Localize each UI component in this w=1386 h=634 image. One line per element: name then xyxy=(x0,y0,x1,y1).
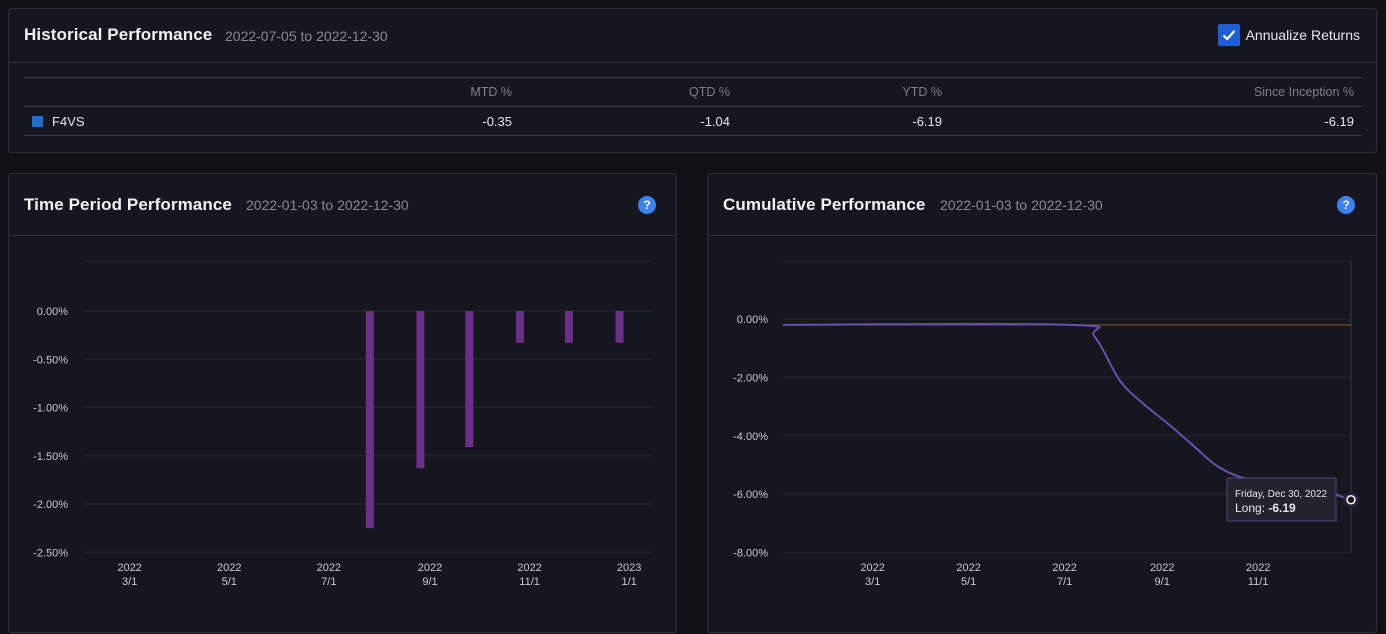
x-tick-year: 2022 xyxy=(117,562,141,574)
ytd-value: -6.19 xyxy=(738,106,950,136)
x-tick-month: 3/1 xyxy=(122,576,137,588)
panel-title: Historical Performance xyxy=(24,25,213,44)
historical-performance-panel: Historical Performance 2022-07-05 to 202… xyxy=(8,8,1377,153)
annualize-returns-toggle[interactable]: Annualize Returns xyxy=(1217,24,1360,46)
x-tick-month: 9/1 xyxy=(1155,576,1170,588)
column-header-ytd: YTD % xyxy=(738,77,950,107)
x-tick-year: 2022 xyxy=(317,562,341,574)
y-tick-label: -2.50% xyxy=(33,547,68,559)
checkbox-checked-icon[interactable] xyxy=(1217,24,1240,46)
x-tick-year: 2023 xyxy=(617,562,641,574)
y-tick-label: -6.00% xyxy=(733,489,768,501)
x-tick-month: 7/1 xyxy=(321,576,336,588)
column-header-qtd: QTD % xyxy=(520,77,738,107)
bar xyxy=(365,311,374,529)
row-name: F4VS xyxy=(52,113,85,129)
cumulative-line-chart: 0.00% -2.00% -4.00% -6.00% -8.00% 2022 3/1 2022… xyxy=(733,260,1359,588)
qtd-value: -1.04 xyxy=(520,106,738,136)
y-tick-label: -4.00% xyxy=(733,431,768,443)
annualize-returns-label: Annualize Returns xyxy=(1245,27,1360,43)
x-tick-year: 2022 xyxy=(517,562,541,574)
tooltip-date: Friday, Dec 30, 2022 xyxy=(1235,489,1328,500)
x-tick-year: 2022 xyxy=(1246,562,1270,574)
hover-point xyxy=(1346,494,1356,505)
series-color-swatch xyxy=(32,115,43,127)
x-tick-year: 2022 xyxy=(956,562,980,574)
x-tick-year: 2022 xyxy=(217,562,241,574)
table-row: F4VS -0.35 -1.04 -6.19 -6.19 xyxy=(24,106,1362,136)
x-tick-month: 5/1 xyxy=(961,576,976,588)
series-line-long xyxy=(782,322,1352,501)
column-header-mtd: MTD % xyxy=(332,77,520,107)
divider xyxy=(9,235,676,236)
bar xyxy=(515,311,524,343)
time-period-performance-panel: Time Period Performance 2022-01-03 to 20… xyxy=(8,173,677,633)
x-tick-month: 5/1 xyxy=(222,576,237,588)
date-range: 2022-07-05 to 2022-12-30 xyxy=(225,28,388,44)
y-tick-label: 0.00% xyxy=(37,306,68,318)
x-tick-month: 11/1 xyxy=(1248,576,1269,588)
tooltip-value: Long: -6.19 xyxy=(1235,501,1296,515)
x-tick-year: 2022 xyxy=(1150,562,1174,574)
x-tick-month: 3/1 xyxy=(865,576,880,588)
panel-title: Cumulative Performance xyxy=(723,195,926,214)
divider xyxy=(708,235,1376,236)
y-tick-label: -8.00% xyxy=(733,548,768,560)
bar xyxy=(564,311,573,343)
x-tick-year: 2022 xyxy=(1052,562,1076,574)
x-tick-year: 2022 xyxy=(860,562,884,574)
row-name-cell: F4VS xyxy=(24,106,332,136)
x-tick-month: 1/1 xyxy=(622,576,637,588)
column-header-since-inception: Since Inception % xyxy=(950,77,1362,107)
column-header-name xyxy=(24,77,332,107)
y-tick-label: -2.00% xyxy=(33,499,68,511)
time-period-bar-chart: 0.00% -0.50% -1.00% -1.50% -2.00% -2.50% 2022 3… xyxy=(33,260,652,588)
x-tick-month: 11/1 xyxy=(519,576,540,588)
performance-table: MTD % QTD % YTD % Since Inception % F4VS… xyxy=(24,77,1362,136)
table-header-row: MTD % QTD % YTD % Since Inception % xyxy=(24,77,1362,107)
bar xyxy=(416,311,425,469)
help-icon[interactable]: ? xyxy=(638,196,656,214)
since-inception-value: -6.19 xyxy=(950,106,1362,136)
y-tick-label: -1.50% xyxy=(33,451,68,463)
y-tick-label: -0.50% xyxy=(33,354,68,366)
y-tick-label: -1.00% xyxy=(33,403,68,415)
x-tick-month: 7/1 xyxy=(1057,576,1072,588)
date-range: 2022-01-03 to 2022-12-30 xyxy=(940,197,1103,213)
x-tick-month: 9/1 xyxy=(422,576,437,588)
panel-title: Time Period Performance xyxy=(24,195,232,214)
tooltip-box xyxy=(1226,477,1337,522)
bar xyxy=(615,311,624,343)
divider xyxy=(9,62,1376,63)
bar xyxy=(465,311,474,448)
x-tick-year: 2022 xyxy=(418,562,442,574)
help-icon[interactable]: ? xyxy=(1337,196,1355,214)
cumulative-performance-panel: Cumulative Performance 2022-01-03 to 202… xyxy=(707,173,1377,633)
mtd-value: -0.35 xyxy=(332,106,520,136)
date-range: 2022-01-03 to 2022-12-30 xyxy=(246,197,409,213)
y-tick-label: -2.00% xyxy=(733,372,768,384)
y-tick-label: 0.00% xyxy=(737,314,768,326)
